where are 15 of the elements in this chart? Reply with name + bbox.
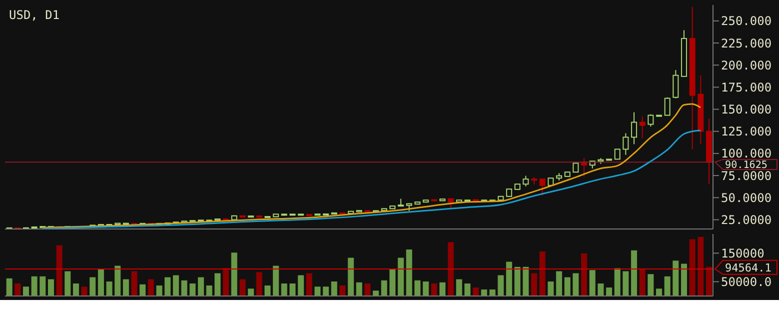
y-tick-label: 25.0000 bbox=[721, 212, 772, 227]
y-tick-label: 100.000 bbox=[721, 146, 772, 161]
y-tick-label: 250.000 bbox=[721, 14, 772, 28]
y-tick-label: 150000 bbox=[721, 246, 764, 260]
ref-line-label: 90.1625 bbox=[725, 160, 768, 172]
y-tick-label: 175.000 bbox=[721, 80, 772, 94]
y-tick-label: 150.000 bbox=[721, 102, 772, 117]
y-tick-label: 75.0000 bbox=[721, 168, 772, 183]
ref-line-label: 94564.1 bbox=[725, 261, 772, 274]
y-tick-label: 50.0000 bbox=[721, 190, 772, 205]
chart-title: USD, D1 bbox=[9, 8, 60, 22]
y-tick-label: 225.000 bbox=[721, 36, 772, 50]
y-tick-label: 125.000 bbox=[721, 124, 772, 139]
y-tick-label: 200.000 bbox=[721, 58, 772, 72]
y-tick-label: 50000.0 bbox=[721, 274, 772, 289]
